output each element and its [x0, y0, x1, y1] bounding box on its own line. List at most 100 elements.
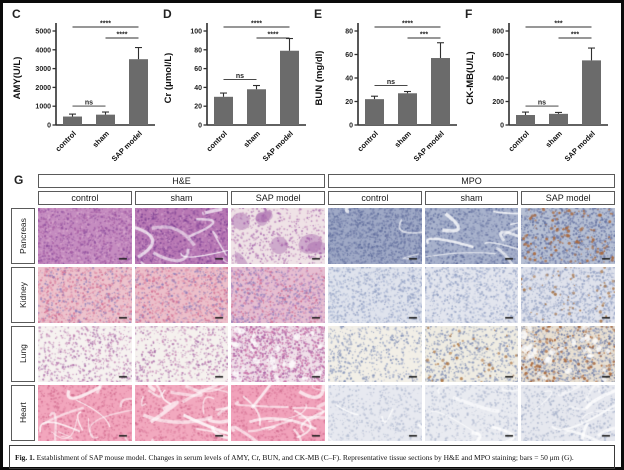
chart-panel-C: C 0 1000 2000 3000 4000 5000 AMY(U/L) control sha…: [9, 7, 160, 173]
histology-image: [327, 326, 422, 382]
x-tick-label: sham: [91, 129, 111, 149]
panel-letter: D: [163, 7, 172, 21]
histology-image: [134, 385, 229, 441]
col-label-5-SAP-model: SAP model: [521, 191, 615, 205]
bar-sham: [247, 89, 266, 125]
bar-sham: [96, 114, 115, 125]
sig-label: ****: [268, 32, 279, 39]
histology-tile-pancreas-2: [231, 208, 325, 264]
y-tick-label: 1000: [35, 104, 51, 111]
sig-label: ***: [420, 32, 428, 39]
x-tick-label: control: [54, 129, 78, 153]
x-tick-label: control: [205, 129, 229, 153]
histology-tile-kidney-0: [38, 267, 132, 323]
panel-letter: F: [465, 7, 473, 21]
sig-label: ns: [538, 100, 546, 107]
chart-panel-E: E 0 20 40 60 80 BUN (mg/dl) control sham SAP mode…: [311, 7, 462, 173]
x-tick-label: SAP model: [412, 129, 446, 163]
histology-image: [327, 385, 422, 441]
row-label-lung: Lung: [11, 326, 35, 382]
figure-caption: Fig. 1. Establishment of SAP mouse model…: [9, 445, 615, 469]
bar-control: [214, 96, 233, 125]
y-tick-label: 4000: [35, 47, 51, 54]
bar-control: [63, 116, 82, 125]
histology-tile-lung-4: [424, 326, 519, 382]
y-axis-label: AMY(U/L): [12, 57, 23, 100]
histology-image: [231, 385, 325, 441]
bar-sham: [549, 113, 568, 125]
histology-image: [231, 267, 325, 323]
histology-image: [134, 208, 229, 264]
bar-charts-row: C 0 1000 2000 3000 4000 5000 AMY(U/L) control sha…: [7, 5, 617, 173]
histology-tile-kidney-2: [231, 267, 325, 323]
col-label-3-control: control: [327, 191, 422, 205]
sig-label: ****: [117, 32, 128, 39]
row-label-heart: Heart: [11, 385, 35, 441]
y-tick-label: 200: [492, 99, 504, 106]
x-tick-label: sham: [393, 129, 413, 149]
histology-image: [521, 267, 615, 323]
y-tick-label: 0: [47, 123, 51, 130]
histology-image: [327, 208, 422, 264]
histology-image: [38, 267, 132, 323]
y-tick-label: 20: [194, 104, 202, 111]
histology-image: [231, 208, 325, 264]
histology-tile-pancreas-3: [327, 208, 422, 264]
histology-tile-heart-5: [521, 385, 615, 441]
col-label-0-control: control: [38, 191, 132, 205]
caption-text: Establishment of SAP mouse model. Change…: [34, 453, 574, 462]
y-tick-label: 20: [345, 99, 353, 106]
sig-label: ns: [236, 73, 244, 80]
histology-image: [424, 326, 519, 382]
histology-tile-kidney-4: [424, 267, 519, 323]
y-tick-label: 100: [190, 29, 202, 36]
bar-control: [365, 99, 384, 125]
y-tick-label: 600: [492, 52, 504, 59]
histology-image: [134, 326, 229, 382]
histology-tile-lung-2: [231, 326, 325, 382]
histology-image: [521, 385, 615, 441]
histology-tile-heart-4: [424, 385, 519, 441]
histology-tile-kidney-3: [327, 267, 422, 323]
sig-label: ****: [100, 21, 111, 28]
histology-image: [134, 267, 229, 323]
y-tick-label: 80: [194, 47, 202, 54]
sig-label: ns: [85, 100, 93, 107]
bar-sham: [398, 93, 417, 125]
x-tick-label: SAP model: [563, 129, 597, 163]
chart-panel-F: F 0 200 400 600 800 CK-MB(U/L) control sham SAP m…: [462, 7, 613, 173]
histology-tile-pancreas-5: [521, 208, 615, 264]
bar-SAP model: [582, 60, 601, 125]
col-label-2-SAP-model: SAP model: [231, 191, 325, 205]
y-axis-label: BUN (mg/dl): [314, 51, 325, 106]
histology-image: [38, 385, 132, 441]
panel-letter: E: [314, 7, 323, 21]
row-label-kidney: Kidney: [11, 267, 35, 323]
col-label-1-sham: sham: [134, 191, 229, 205]
histology-image: [521, 326, 615, 382]
stain-group-mpo: MPO: [327, 174, 615, 188]
histology-tile-heart-0: [38, 385, 132, 441]
histology-tile-pancreas-4: [424, 208, 519, 264]
sig-label: ****: [402, 21, 413, 28]
x-tick-label: SAP model: [110, 129, 144, 163]
y-tick-label: 60: [345, 52, 353, 59]
histology-tile-heart-2: [231, 385, 325, 441]
caption-figure-number: Fig. 1.: [15, 453, 35, 462]
bar-SAP model: [280, 50, 299, 125]
histology-image: [424, 385, 519, 441]
histology-image: [38, 208, 132, 264]
y-tick-label: 0: [500, 123, 504, 130]
bar-SAP model: [431, 58, 450, 125]
histology-tile-lung-1: [134, 326, 229, 382]
sig-label: ***: [571, 32, 579, 39]
x-tick-label: control: [356, 129, 380, 153]
panel-letter: C: [12, 7, 21, 21]
y-axis-label: Cr (μmol/L): [163, 53, 174, 104]
sig-label: ***: [554, 21, 562, 28]
y-tick-label: 2000: [35, 85, 51, 92]
col-label-4-sham: sham: [424, 191, 519, 205]
